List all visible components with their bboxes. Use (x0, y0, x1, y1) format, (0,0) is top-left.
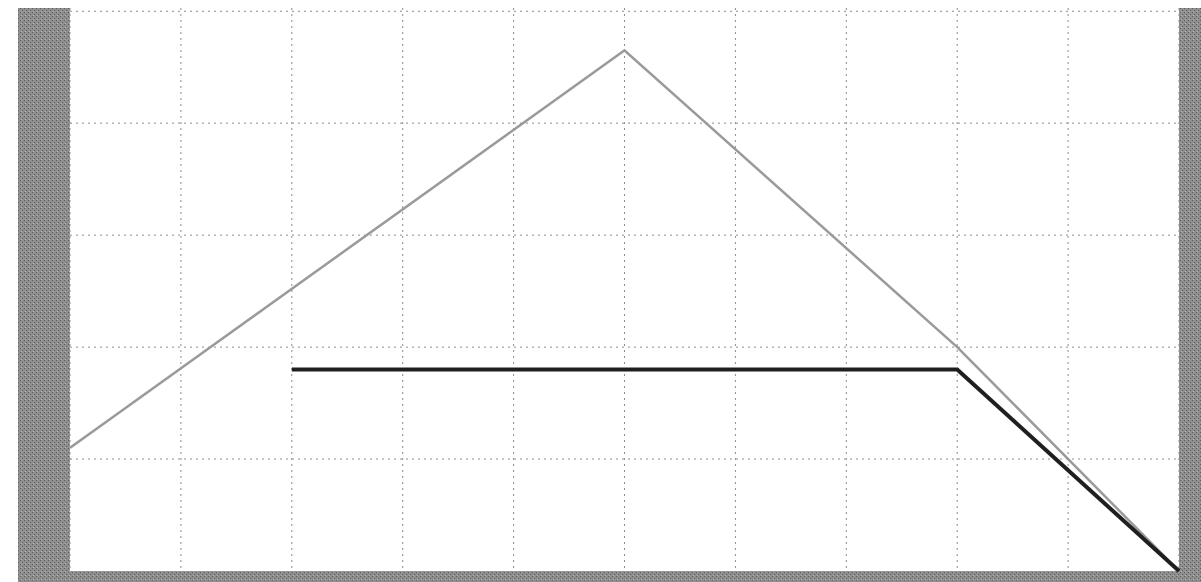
right-frame-bar (1179, 8, 1201, 582)
series-line-1 (69, 48, 1180, 572)
bottom-frame-bar (18, 571, 1201, 582)
series-line-2 (291, 367, 1181, 573)
left-frame-bar (18, 8, 70, 582)
series-group (69, 48, 1181, 573)
grid (69, 8, 1180, 571)
